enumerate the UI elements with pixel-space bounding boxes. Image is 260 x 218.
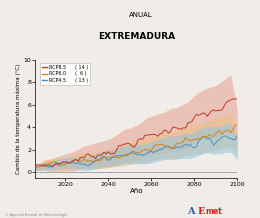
Text: ANUAL: ANUAL <box>128 12 152 18</box>
Text: E: E <box>198 207 205 216</box>
Legend: RCP8.5      ( 14 ), RCP6.0      (  6 ), RCP4.5      ( 13 ): RCP8.5 ( 14 ), RCP6.0 ( 6 ), RCP4.5 ( 13… <box>40 63 90 85</box>
Y-axis label: Cambio de la temperatura máxima (°C): Cambio de la temperatura máxima (°C) <box>15 64 21 174</box>
Text: © Agencia Estatal de Meteorología: © Agencia Estatal de Meteorología <box>5 213 67 217</box>
Text: met: met <box>205 207 222 216</box>
Title: EXTREMADURA: EXTREMADURA <box>98 32 175 41</box>
X-axis label: Año: Año <box>129 188 143 194</box>
Text: A: A <box>187 207 195 216</box>
